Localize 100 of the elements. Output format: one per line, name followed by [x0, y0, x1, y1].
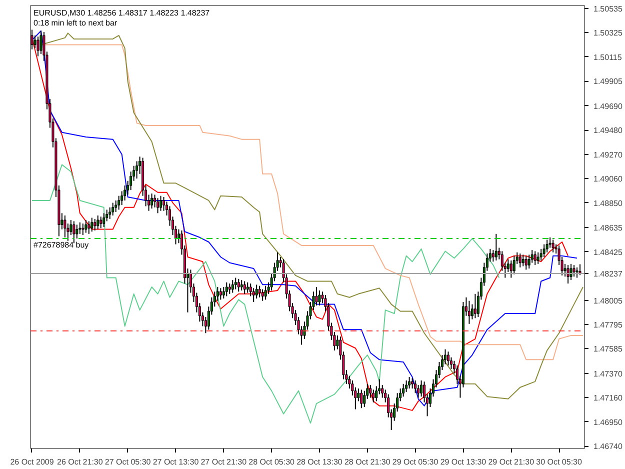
candlestick: [552, 239, 554, 253]
candlestick: [405, 380, 408, 392]
y-tick-label: 1.48005: [594, 296, 623, 306]
y-tick-label: 1.49905: [594, 77, 623, 86]
candlestick: [576, 266, 578, 278]
y-tick-label: 1.48425: [594, 248, 623, 257]
candlestick: [512, 255, 516, 275]
candlestick: [564, 263, 566, 278]
candlestick: [474, 293, 476, 319]
candlestick: [315, 286, 318, 306]
candlestick: [136, 160, 138, 180]
candlestick: [408, 376, 411, 390]
y-tick-label: 1.49690: [594, 102, 623, 111]
candlestick: [225, 282, 228, 297]
candlestick: [34, 34, 36, 49]
candlestick: [264, 285, 267, 300]
candlestick: [112, 202, 114, 216]
y-tick-label: 1.46950: [594, 418, 623, 427]
x-tick-label: 26 Oct 21:30: [57, 458, 104, 466]
candlestick: [36, 36, 40, 57]
candlestick: [402, 383, 405, 398]
x-tick-label: 29 Oct 13:30: [440, 458, 487, 466]
candlestick: [76, 224, 78, 240]
candlestick: [360, 389, 363, 409]
candlestick: [30, 29, 34, 50]
candlestick: [219, 288, 222, 300]
x-tick-label: 27 Oct 05:30: [104, 458, 152, 466]
y-tick-label: 1.49480: [594, 126, 623, 136]
candlestick: [94, 218, 96, 231]
candlestick: [240, 280, 243, 291]
candlestick: [255, 284, 258, 300]
candlestick: [414, 380, 417, 394]
x-tick-label: 26 Oct 2009: [10, 458, 54, 466]
y-tick-label: 1.48635: [594, 224, 623, 233]
candlestick: [40, 30, 42, 54]
x-tick-label: 30 Oct 05:30: [536, 458, 582, 466]
y-tick-label: 1.49270: [594, 150, 623, 160]
candlestick: [100, 216, 102, 229]
chart-title: EURUSD,M30 1.48256 1.48317 1.48223 1.48237: [34, 8, 210, 18]
x-tick-label: 29 Oct 05:30: [392, 458, 439, 466]
candlestick: [82, 223, 84, 236]
ref-line-label: 1.48237: [594, 269, 623, 278]
candlestick: [417, 384, 420, 398]
y-tick-label: 1.48850: [594, 198, 623, 208]
candlestick: [78, 222, 82, 234]
candlestick: [124, 184, 126, 201]
candlestick: [84, 220, 88, 234]
x-tick-label: 28 Oct 21:30: [344, 458, 391, 466]
candlestick: [261, 288, 264, 302]
candlestick: [160, 195, 162, 212]
candlestick: [64, 214, 66, 238]
y-tick-label: 1.50325: [594, 28, 623, 38]
y-tick-label: 1.47795: [594, 320, 623, 330]
y-tick-label: 1.50535: [594, 4, 623, 14]
y-tick-label: 1.50115: [594, 52, 622, 62]
candlestick: [90, 217, 94, 232]
candlestick: [237, 278, 240, 292]
candlestick: [258, 285, 261, 298]
candlestick: [446, 351, 450, 366]
y-tick-label: 1.47370: [594, 370, 623, 379]
candlestick: [522, 254, 524, 267]
candlestick: [536, 252, 540, 264]
candlestick: [156, 198, 160, 214]
candlestick: [572, 264, 576, 278]
y-tick-label: 1.49060: [594, 174, 623, 184]
candlestick: [542, 244, 546, 258]
candlestick: [492, 250, 494, 262]
candlestick: [243, 280, 246, 294]
candlestick: [162, 196, 166, 212]
candlestick: [118, 195, 120, 210]
candlestick: [566, 264, 570, 284]
candlestick: [494, 233, 498, 261]
candlestick: [357, 388, 360, 402]
ref-line-label: #72678984 buy: [34, 240, 89, 250]
candlestick: [108, 206, 112, 220]
candlestick: [540, 248, 542, 261]
x-tick-label: 29 Oct 21:30: [488, 458, 535, 466]
candlestick: [528, 254, 530, 270]
candlestick: [524, 255, 528, 270]
x-tick-label: 27 Oct 13:30: [152, 458, 200, 466]
y-tick-label: 1.46740: [594, 442, 623, 452]
candlestick: [548, 236, 552, 248]
x-tick-label: 28 Oct 13:30: [296, 458, 343, 466]
candlestick: [468, 300, 470, 324]
candlestick: [96, 214, 100, 230]
candlestick: [372, 389, 375, 403]
candlestick: [318, 290, 321, 306]
candlestick: [518, 253, 522, 268]
candlestick: [231, 280, 234, 294]
candlestick: [546, 239, 548, 253]
candlestick: [570, 263, 572, 281]
candlestick: [420, 380, 423, 398]
x-tick-label: 28 Oct 05:30: [248, 458, 296, 466]
candlestick: [72, 220, 76, 244]
text: 0:18 min left to next bar: [34, 18, 118, 28]
candlestick: [88, 220, 90, 234]
candlestick: [252, 288, 255, 302]
candlestick: [246, 282, 249, 294]
candlestick: [102, 212, 106, 228]
y-tick-label: 1.47585: [594, 344, 623, 354]
